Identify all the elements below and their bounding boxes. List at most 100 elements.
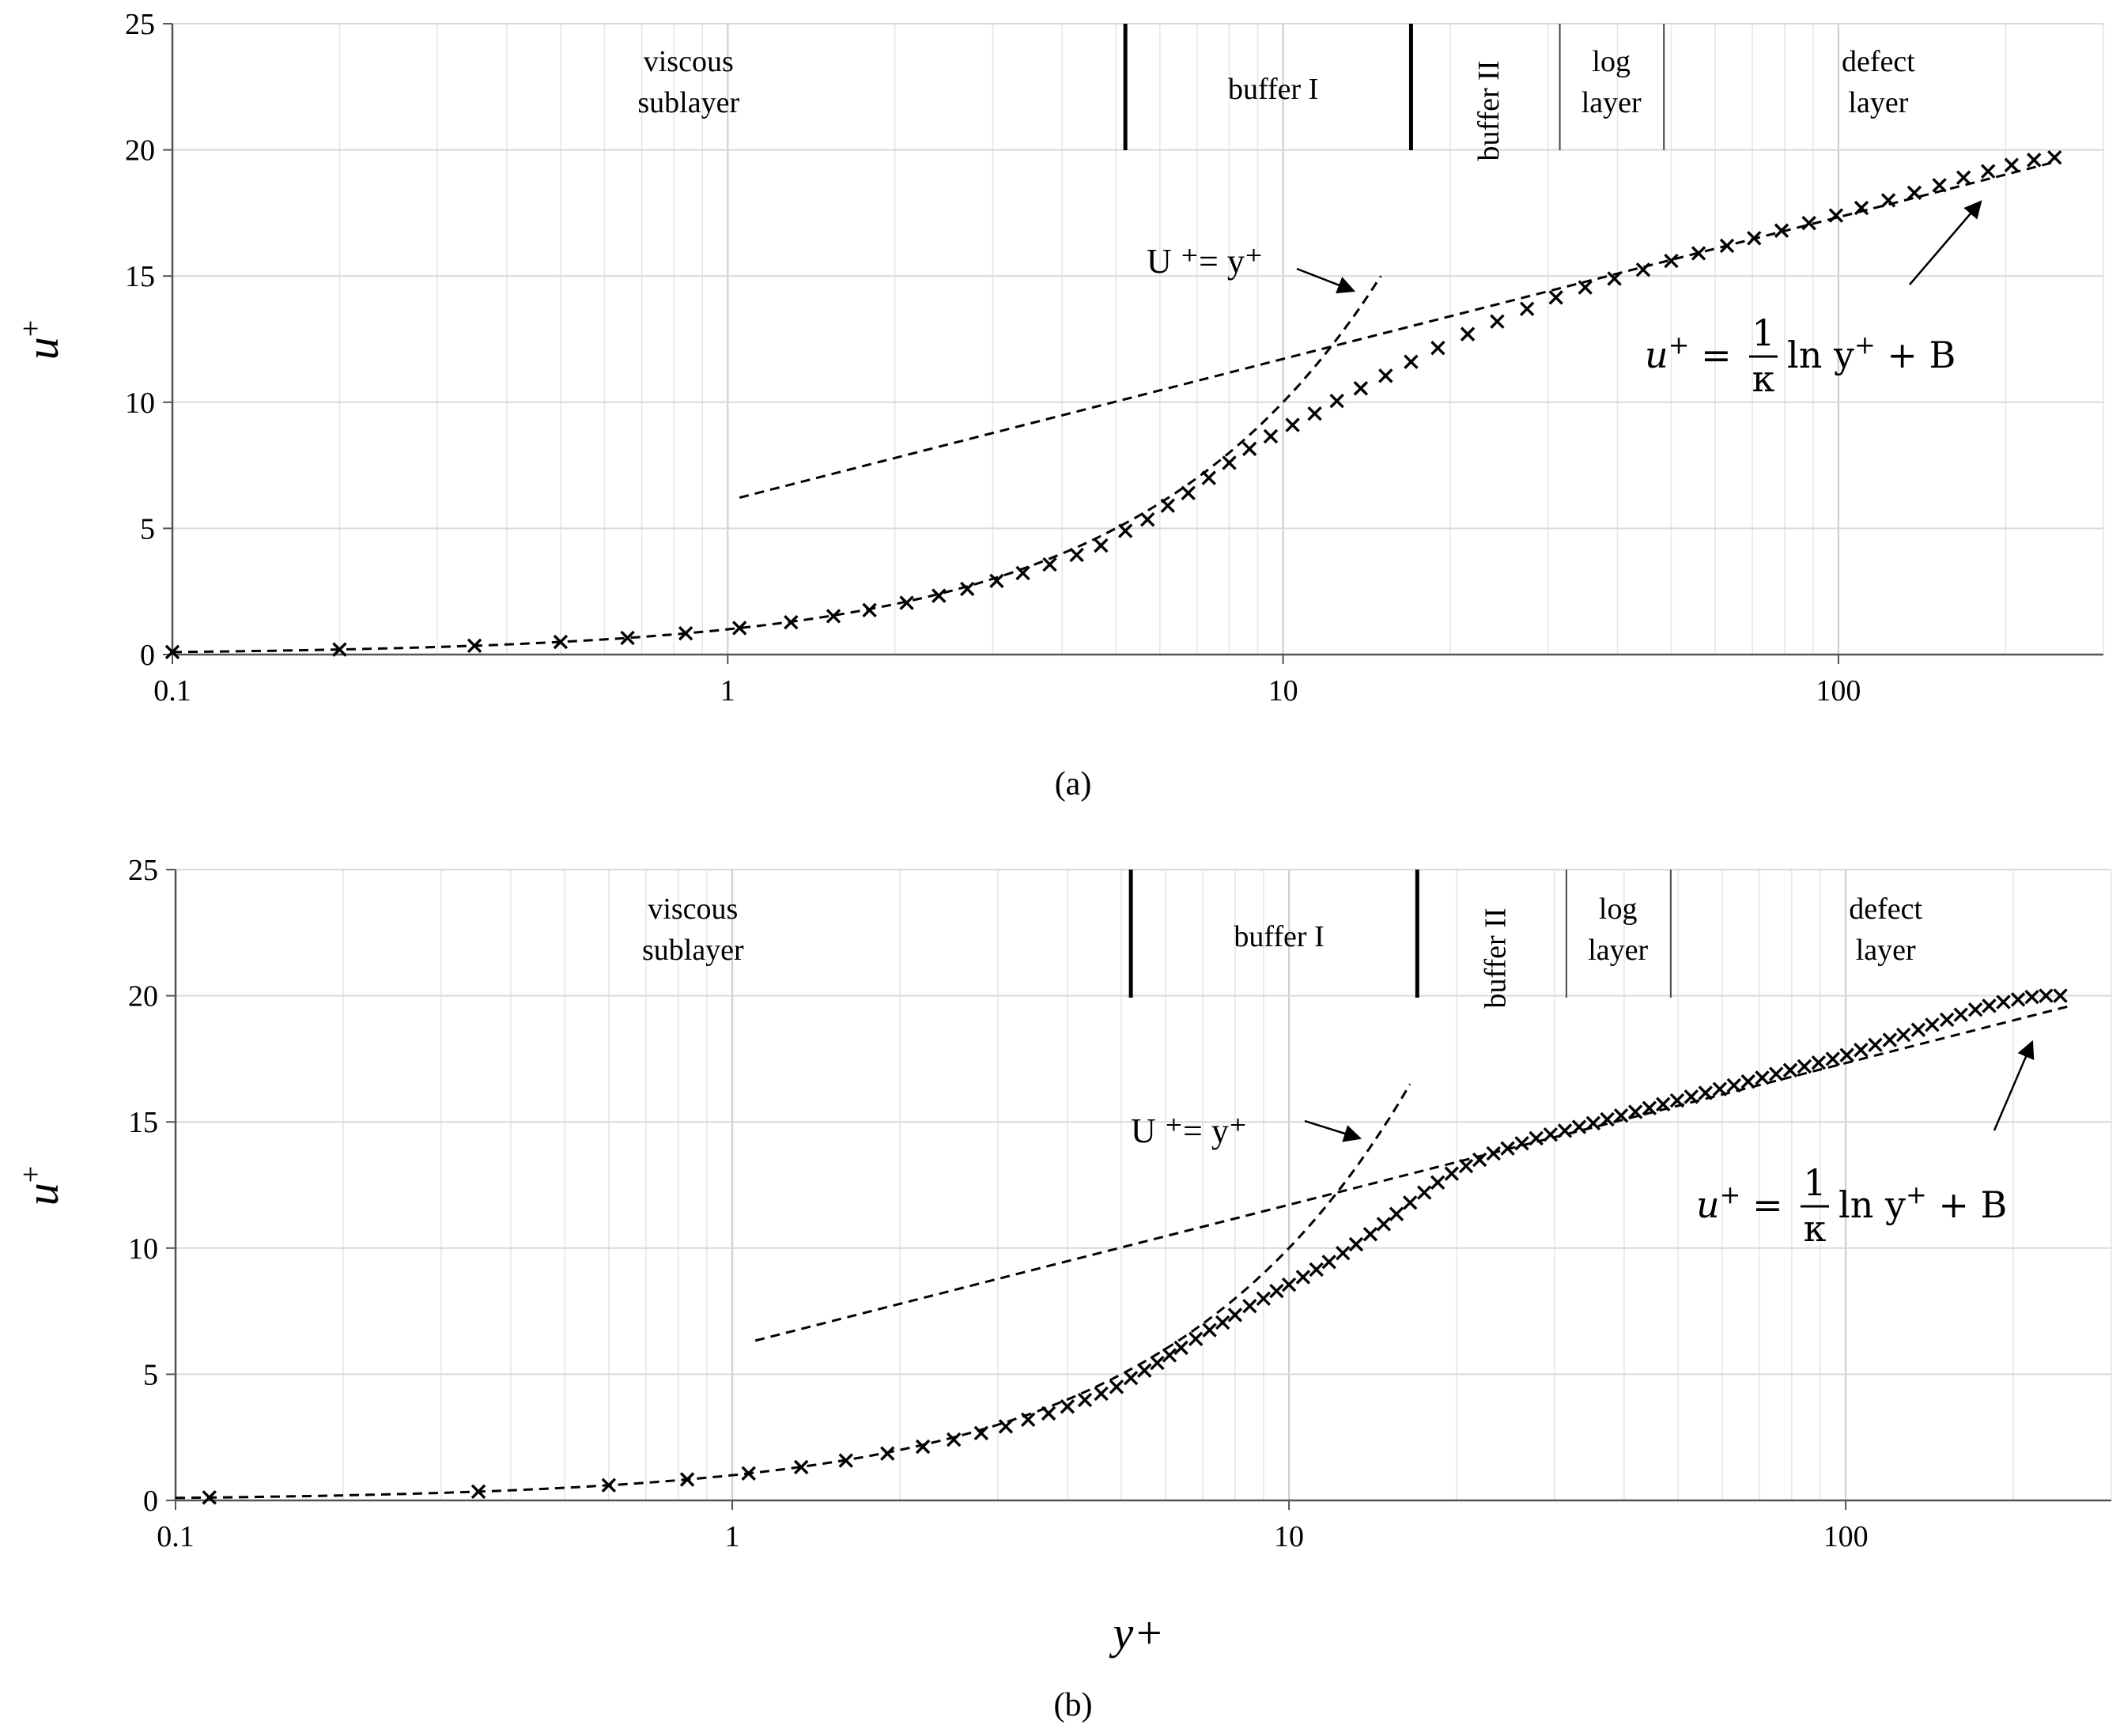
data-point [1664, 253, 1679, 269]
data-point [1460, 326, 1476, 342]
data-point [1607, 271, 1622, 286]
zone-log-layer-line: log [1599, 893, 1638, 926]
data-point [467, 638, 482, 654]
log-law-line [754, 1005, 2068, 1342]
zone-viscous-sublayer-line: sublayer [642, 934, 744, 967]
data-point [1295, 1270, 1311, 1285]
data-point [2039, 988, 2054, 1003]
log-law-rhs: ln y+ + B [1787, 330, 1956, 376]
log-law-line [739, 159, 2060, 499]
log-law-label: u+ = 1κ ln y+ + B [1645, 311, 1956, 400]
data-series-dns [202, 988, 2068, 1505]
data-point [784, 614, 799, 630]
data-point [1980, 164, 1996, 179]
data-point [794, 1459, 809, 1475]
y-tick-label: 10 [128, 1232, 158, 1266]
data-point [932, 588, 947, 603]
data-point [1797, 1059, 1812, 1074]
data-point [1162, 1348, 1177, 1363]
data-point [1801, 215, 1816, 231]
data-point [880, 1446, 895, 1461]
data-point [1430, 1175, 1445, 1191]
data-point [1627, 1104, 1643, 1119]
y-tick-label: 15 [128, 1106, 158, 1139]
log-law-arrow [1909, 200, 1982, 285]
data-point [679, 1472, 695, 1487]
data-point [1825, 1051, 1840, 1066]
data-point [989, 573, 1004, 588]
data-point [1543, 1127, 1559, 1142]
data-point [1269, 1283, 1284, 1299]
data-point [1774, 223, 1789, 238]
x-tick-label: 1 [725, 1520, 740, 1553]
data-point [1281, 1277, 1297, 1293]
data-point [826, 609, 841, 624]
data-point [1854, 200, 1869, 216]
data-point [1060, 1399, 1075, 1414]
gridlines [174, 869, 2112, 1501]
zone-log-layer-line: log [1592, 45, 1631, 78]
zone-defect-layer-line: layer [1848, 86, 1908, 119]
data-point [1932, 178, 1947, 193]
data-point [1378, 368, 1393, 383]
log-law-lhs: u+ = [1645, 330, 1732, 376]
zone-viscous-sublayer-line: viscous [648, 893, 738, 926]
zone-buffer-ii: buffer II [1479, 908, 1512, 1009]
data-point [1490, 314, 1505, 329]
data-point [1635, 262, 1651, 277]
data-point [1939, 1012, 1955, 1028]
data-point [1571, 1119, 1587, 1134]
data-point [1514, 1136, 1529, 1151]
data-point [1389, 1206, 1404, 1221]
data-point [1585, 1115, 1601, 1131]
data-point [838, 1453, 853, 1468]
data-point [1404, 354, 1419, 369]
log-law-rhs: ln y+ + B [1838, 1179, 2007, 1226]
data-point [1430, 340, 1445, 356]
data-point [1548, 290, 1563, 305]
y-tick-label: 15 [125, 260, 155, 293]
data-point [620, 630, 635, 646]
data-point [1015, 565, 1030, 581]
data-point [1181, 485, 1196, 500]
data-point [2004, 157, 2020, 172]
data-point [1402, 1195, 1418, 1210]
data-point [1353, 381, 1369, 396]
y-tick-label: 25 [125, 8, 155, 41]
data-point [1895, 1027, 1911, 1043]
data-point [1868, 1037, 1883, 1053]
data-point [1712, 1081, 1728, 1096]
log-law-lhs: u+ = [1696, 1179, 1783, 1226]
data-point [1222, 455, 1237, 470]
data-point [470, 1484, 486, 1500]
data-point [1906, 185, 1922, 201]
data-series-dns [164, 149, 2062, 660]
data-point [1642, 1100, 1657, 1115]
data-point [1691, 246, 1706, 261]
y-tick-label: 20 [128, 980, 158, 1013]
data-point [973, 1425, 989, 1440]
data-point [1444, 1166, 1460, 1181]
data-point [899, 595, 914, 610]
data-point [1173, 1340, 1188, 1356]
zone-defect-layer-line: defect [1842, 45, 1915, 78]
zone-buffer-ii: buffer II [1472, 61, 1506, 161]
data-point [1094, 1386, 1109, 1402]
chart-panel-a: 0 5 10 15 20 25 0.1 1 10 100 viscous sublayer buffer… [14, 8, 2104, 802]
data-point [1600, 1111, 1615, 1127]
data-point [1656, 1096, 1671, 1112]
y-tick-label: 0 [143, 1485, 158, 1518]
data-point [1500, 1141, 1515, 1156]
data-point [1768, 1066, 1784, 1081]
data-point [1953, 1007, 1968, 1022]
data-point [1882, 1032, 1898, 1047]
data-point [202, 1490, 217, 1505]
data-point [1241, 441, 1257, 457]
data-point [1362, 1227, 1378, 1242]
data-point [1828, 208, 1844, 223]
y-axis-label: u+ [14, 320, 68, 360]
data-point [1139, 512, 1155, 527]
data-point [1021, 1412, 1036, 1428]
zone-viscous-sublayer-line: sublayer [637, 86, 739, 119]
